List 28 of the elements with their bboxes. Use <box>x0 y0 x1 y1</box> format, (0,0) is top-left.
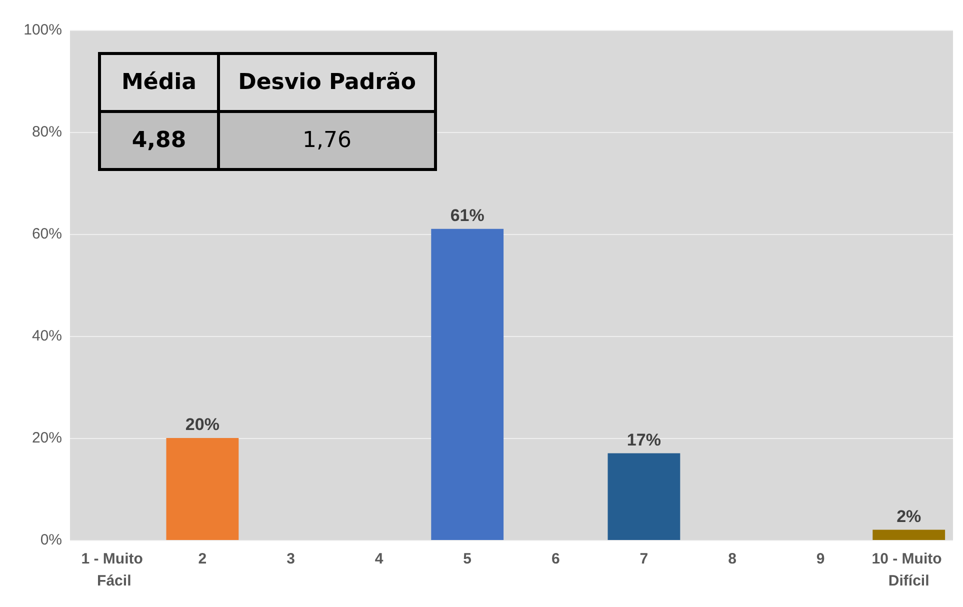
x-tick-label: 6 <box>551 550 560 568</box>
y-tick-label: 80% <box>32 124 62 140</box>
annotation: 4,88 <box>100 112 218 170</box>
x-tick-label: 10 - Muito Difícil <box>872 550 946 590</box>
x-tick-label: 9 <box>816 550 825 568</box>
y-tick-label: 40% <box>32 328 62 344</box>
y-tick-label: 0% <box>40 532 62 548</box>
bar <box>166 438 239 540</box>
y-tick-label: 20% <box>32 430 62 446</box>
x-tick-label: 5 <box>463 550 472 568</box>
x-tick-label: 7 <box>640 550 648 568</box>
annotation: Desvio Padrão <box>218 54 436 112</box>
bar <box>431 228 504 540</box>
y-tick-label: 100% <box>24 22 62 38</box>
y-tick-label: 60% <box>32 226 62 242</box>
data-label: 17% <box>626 430 661 450</box>
data-label: 20% <box>185 415 220 434</box>
data-label: 2% <box>896 506 922 526</box>
x-tick-label: 2 <box>198 550 207 568</box>
annotation: 1,76 <box>218 112 436 170</box>
bar <box>872 530 946 540</box>
annotation: Média <box>100 54 218 112</box>
x-tick-label: 4 <box>374 550 384 568</box>
bar <box>608 453 680 540</box>
data-label: 61% <box>450 206 484 225</box>
x-tick-label: 8 <box>728 550 736 568</box>
x-tick-label: 3 <box>286 550 295 568</box>
x-tick-label: 1 - Muito Fácil <box>81 550 148 590</box>
